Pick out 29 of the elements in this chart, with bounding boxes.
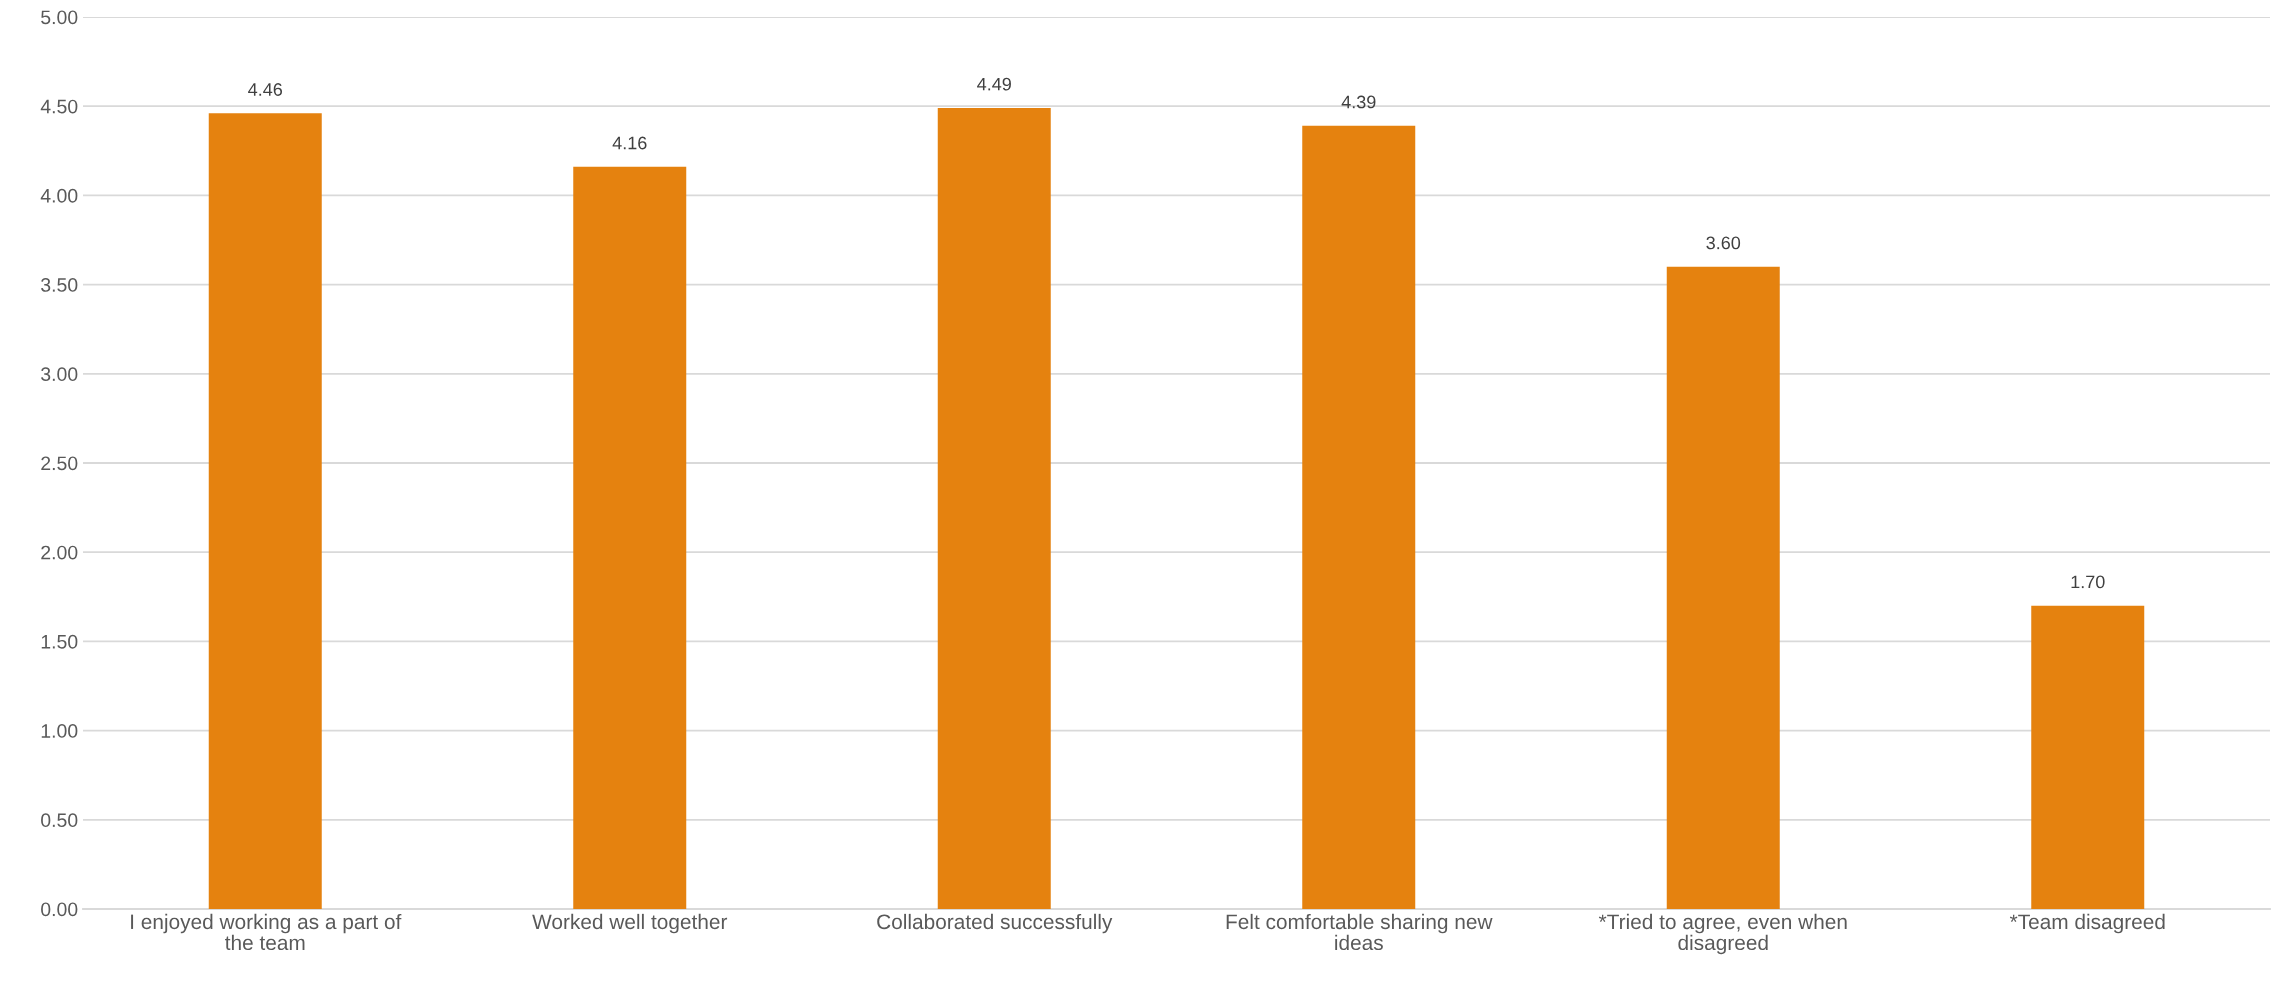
data-label: 4.49 [977, 77, 1011, 91]
data-label: 4.39 [1341, 95, 1376, 109]
data-label: 3.60 [1706, 236, 1741, 250]
y-tick-label: 0.00 [41, 902, 78, 917]
bar [208, 113, 322, 909]
y-tick-label: 2.00 [41, 545, 78, 560]
x-tick-label: Worked well together [532, 913, 728, 934]
y-tick-label: 3.50 [41, 278, 78, 292]
x-tick-label: Collaborated successfully [877, 913, 1113, 934]
bar [2031, 605, 2145, 909]
y-tick-label: 1.50 [41, 634, 78, 649]
bar [937, 107, 1051, 909]
y-tick-label: 0.50 [41, 813, 78, 828]
y-tick-label: 2.50 [41, 456, 78, 471]
y-tick-label: 3.00 [41, 367, 78, 382]
y-tick-label: 1.00 [41, 724, 78, 738]
x-tick-label: *Team disagreed [2009, 913, 2165, 934]
x-tick-label: *Tried to agree, even when disagreed [1598, 913, 1847, 955]
data-label: 1.70 [2071, 575, 2105, 589]
y-tick-label: 5.00 [41, 10, 78, 25]
data-label: 4.46 [248, 83, 283, 96]
x-tick-label: I enjoyed working as a part of the team [131, 913, 402, 951]
x-tick-label: Felt comfortable sharing new ideas [1226, 913, 1493, 951]
y-tick-label: 4.50 [40, 99, 78, 114]
bar [1302, 125, 1416, 909]
bar [573, 166, 687, 909]
bar [1666, 266, 1780, 909]
data-label: 4.16 [612, 136, 647, 150]
y-tick-label: 4.00 [40, 188, 78, 203]
